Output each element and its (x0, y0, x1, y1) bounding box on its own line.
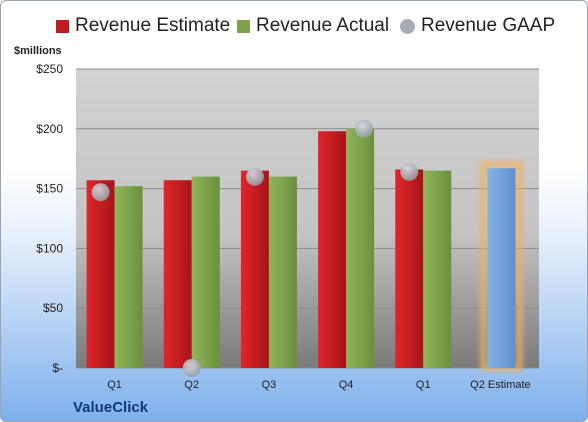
bar-revenue-actual (423, 170, 452, 368)
marker-revenue-gaap (245, 167, 264, 186)
y-tick-label: $- (52, 361, 63, 375)
bar-revenue-estimate (395, 169, 424, 368)
y-tick-label: $250 (36, 62, 63, 76)
legend-item-actual: Revenue Actual (237, 15, 389, 37)
x-tick-label: Q2 Estimate (470, 379, 531, 391)
x-tick-label: Q1 (107, 379, 122, 391)
bar-revenue-actual (191, 176, 220, 368)
legend-label-actual: Revenue Actual (256, 15, 390, 36)
x-tick-label: Q4 (339, 379, 354, 391)
marker-revenue-gaap (400, 162, 419, 181)
legend-item-estimate: Revenue Estimate (56, 15, 230, 37)
legend-label-gaap: Revenue GAAP (421, 15, 556, 36)
legend-swatch-actual (237, 19, 250, 33)
bar-revenue-estimate (318, 131, 347, 368)
bars (86, 128, 523, 371)
y-tick-label: $200 (36, 122, 63, 136)
marker-revenue-gaap (182, 359, 201, 377)
company-name: ValueClick (73, 399, 149, 416)
bar-revenue-estimate-highlight (487, 168, 516, 368)
bar-revenue-estimate (240, 170, 269, 368)
bar-revenue-actual (268, 176, 297, 368)
y-axis-ticks: $- $50 $100 $150 $200 $250 (36, 62, 63, 375)
marker-revenue-gaap (355, 119, 374, 138)
bar-revenue-estimate (163, 180, 192, 368)
legend-label-estimate: Revenue Estimate (75, 15, 231, 36)
legend: Revenue Estimate Revenue Actual Revenue … (1, 15, 587, 43)
y-tick-label: $50 (43, 301, 63, 315)
plot-area (76, 69, 539, 368)
gaap-markers (91, 119, 419, 377)
x-axis-ticks: Q1 Q2 Q3 Q4 Q1 Q2 Estimate (107, 379, 530, 391)
x-tick-label: Q3 (262, 379, 277, 391)
y-axis-unit-label: $millions (14, 45, 62, 57)
y-tick-label: $100 (36, 241, 63, 255)
legend-item-gaap: Revenue GAAP (400, 15, 555, 37)
gridlines (76, 68, 539, 369)
x-tick-label: Q2 (184, 379, 199, 391)
x-tick-label: Q1 (416, 379, 431, 391)
bar-revenue-actual (346, 128, 375, 368)
legend-swatch-estimate (56, 19, 69, 33)
y-tick-label: $150 (36, 182, 63, 196)
legend-swatch-gaap (400, 18, 415, 34)
bar-revenue-estimate (86, 180, 115, 368)
marker-revenue-gaap (91, 183, 110, 202)
bar-revenue-actual (114, 186, 143, 368)
